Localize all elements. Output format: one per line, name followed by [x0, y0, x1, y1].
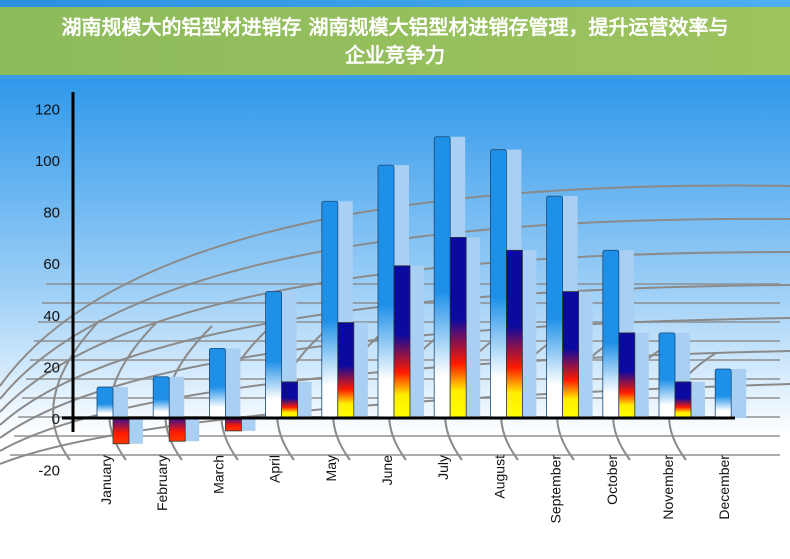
- bar-series-1: [433, 136, 451, 419]
- bar-series-1: [96, 386, 114, 419]
- bar-series-1: [152, 376, 170, 419]
- bar-series-2: [224, 417, 242, 432]
- y-tick-label: 100: [35, 153, 60, 170]
- x-tick-label: July: [435, 455, 451, 480]
- bar-series-1: [208, 347, 226, 419]
- bar-shadow: [169, 376, 185, 418]
- bar-shadow: [691, 381, 705, 418]
- bar-shadow: [129, 418, 143, 444]
- bar-shadow: [466, 237, 481, 418]
- x-tick-label: January: [98, 455, 114, 505]
- x-tick-label: October: [604, 455, 620, 505]
- bar-series-1: [377, 164, 395, 419]
- bar-chart: -20 0 20 40 60 80 100 120 January February March A…: [0, 79, 790, 555]
- x-tick-label: May: [323, 455, 339, 481]
- page-title: 湖南规模大的铝型材进销存 湖南规模大铝型材进销存管理，提升运营效率与企业竞争力: [61, 15, 729, 67]
- x-tick-label: November: [660, 455, 676, 520]
- bar-series-2: [562, 291, 579, 419]
- bar-series-1: [489, 149, 507, 419]
- y-tick-label: 20: [43, 359, 60, 376]
- bar-shadow: [225, 348, 241, 418]
- x-tick-label: February: [154, 455, 170, 511]
- bar-shadow: [578, 291, 593, 418]
- bar-series-2: [674, 381, 692, 419]
- bar-shadow: [410, 265, 424, 418]
- x-tick-label: December: [716, 455, 732, 520]
- x-tick-label: March: [210, 455, 226, 494]
- grid-curve: [0, 184, 790, 387]
- x-tick-label: September: [548, 455, 564, 524]
- bar-shadow: [634, 332, 649, 418]
- bar-series-1: [321, 200, 339, 419]
- bar-shadow: [353, 322, 368, 418]
- y-tick-label: 0: [52, 411, 60, 428]
- banner-accent-strip: [0, 75, 790, 79]
- y-tick-label: -20: [38, 463, 60, 480]
- bar-series-1: [546, 195, 563, 419]
- bar-series-2: [168, 417, 186, 442]
- bar-series-1: [714, 368, 732, 419]
- bar-series-2: [112, 417, 130, 445]
- bar-shadow: [731, 368, 747, 418]
- x-tick-label: June: [379, 455, 395, 486]
- bar-series-2: [618, 332, 636, 419]
- bar-series-2: [393, 265, 411, 419]
- bar-series-1: [658, 332, 676, 419]
- bar-series-1: [265, 291, 283, 419]
- grid-arc: [52, 319, 101, 461]
- bar-shadow: [297, 381, 312, 418]
- bar-shadow: [522, 250, 537, 418]
- bar-shadow: [185, 418, 200, 442]
- title-banner: 湖南规模大的铝型材进销存 湖南规模大铝型材进销存管理，提升运营效率与企业竞争力: [0, 7, 790, 75]
- y-tick-label: 80: [43, 205, 60, 222]
- x-tick-label: August: [491, 455, 507, 499]
- grid-curve: [0, 217, 790, 400]
- y-tick-label: 120: [35, 101, 60, 118]
- top-accent-strip: [0, 0, 790, 7]
- bar-series-2: [505, 249, 523, 419]
- bar-series-1: [602, 249, 620, 419]
- bar-shadow: [241, 418, 256, 431]
- bar-series-2: [337, 322, 355, 419]
- bar-series-2: [449, 236, 467, 419]
- y-tick-label: 60: [43, 256, 60, 273]
- x-tick-label: April: [267, 455, 283, 483]
- y-tick-label: 40: [43, 308, 60, 325]
- bar-series-2: [281, 381, 299, 419]
- chart-area: -20 0 20 40 60 80 100 120 January February March A…: [0, 79, 790, 555]
- bar-shadow: [113, 387, 128, 418]
